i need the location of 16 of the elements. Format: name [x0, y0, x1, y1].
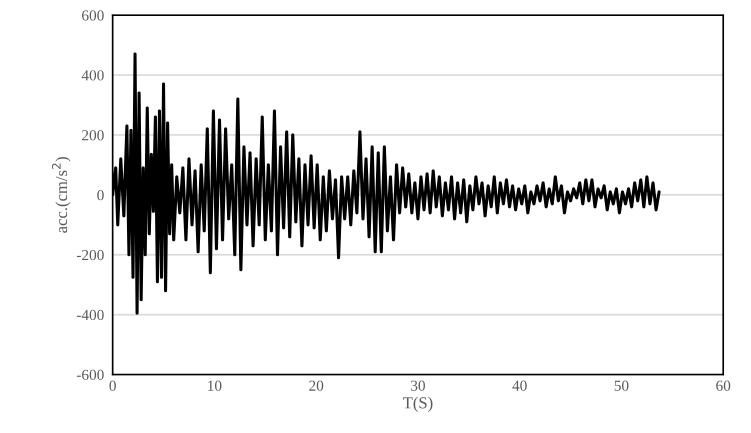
x-tick-label: 10: [208, 380, 222, 391]
y-tick-label: 600: [82, 10, 104, 21]
y-tick-label: 400: [82, 70, 104, 81]
x-tick-label: 0: [109, 380, 116, 391]
y-tick-label: -600: [76, 370, 104, 380]
x-tick-label: 30: [411, 380, 425, 391]
y-tick-label: -400: [76, 310, 104, 320]
x-tick-label: 50: [614, 380, 629, 391]
y-tick-label: 0: [97, 190, 104, 200]
x-tick-label: 40: [512, 380, 527, 391]
x-tick-label: 60: [716, 380, 730, 391]
x-tick-label: 20: [309, 380, 324, 391]
y-tick-label: -200: [76, 250, 104, 260]
y-axis-title: acc.(cm/s$^{2}$): [52, 157, 71, 233]
y-tick-label: 200: [82, 130, 104, 140]
x-axis-title: T(S): [402, 396, 432, 412]
